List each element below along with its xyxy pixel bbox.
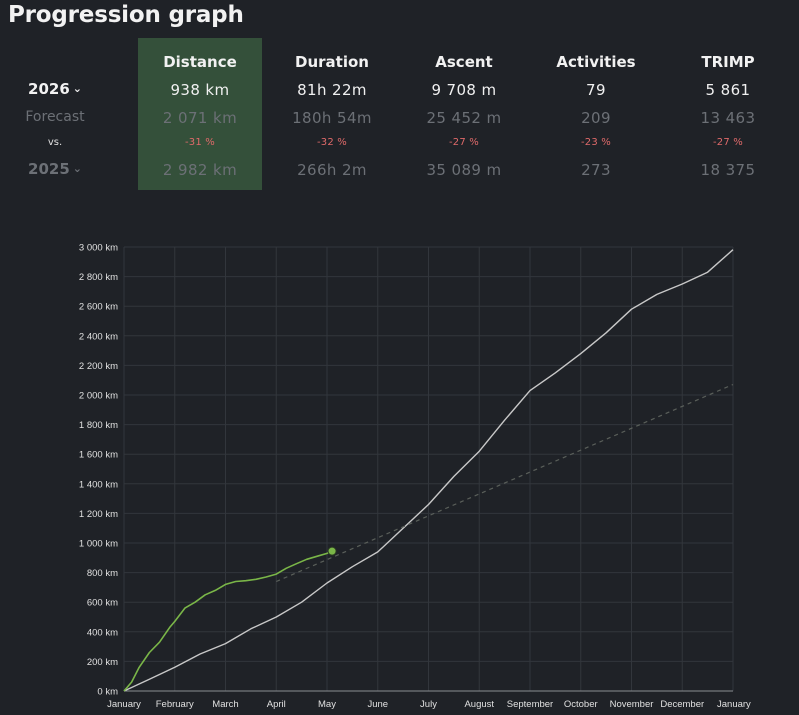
series-line-2026 [123,550,333,692]
forecast-label: Forecast [25,109,85,125]
y-tick-label: 400 km [87,627,118,638]
distance-change: -31 % [184,137,215,148]
selected-metric-highlight [138,38,262,190]
y-tick-label: 1 800 km [79,420,118,431]
column-header-distance[interactable]: Distance [163,53,237,71]
distance-previous: 2 982 km [162,161,238,179]
trimp-current: 5 861 [705,81,751,99]
y-tick-label: 1 400 km [79,479,118,490]
x-tick-label: May [318,699,336,710]
chart-series [123,249,734,692]
ascent-forecast: 25 452 m [426,109,502,127]
chevron-down-icon: ⌄ [72,162,82,175]
y-tick-label: 2 000 km [79,391,118,402]
activities-previous: 273 [581,161,611,179]
current-point-marker[interactable] [327,546,337,556]
trimp-previous: 18 375 [700,161,756,179]
x-tick-label: March [212,699,238,710]
y-axis: 0 km 200 km 400 km 600 km 800 km 1 000 km 1 20… [79,243,118,698]
page-title: Progression graph [8,2,244,28]
distance-current: 938 km [170,81,230,99]
y-tick-label: 0 km [97,687,118,698]
duration-change: -32 % [316,137,347,148]
x-tick-label: July [420,699,437,710]
x-tick-label: January [107,699,141,710]
series-line-2025 [123,249,734,692]
trimp-change: -27 % [712,137,743,148]
y-tick-label: 2 200 km [79,361,118,372]
y-tick-label: 1 000 km [79,539,118,550]
previous-year-selector[interactable]: 2025 ⌄ [0,160,110,178]
x-tick-label: August [464,699,494,710]
y-tick-label: 3 000 km [79,243,118,254]
trimp-forecast: 13 463 [700,109,756,127]
chevron-down-icon: ⌄ [72,82,82,95]
x-tick-label: February [156,699,194,710]
ascent-change: -27 % [448,137,479,148]
distance-forecast: 2 071 km [162,109,238,127]
duration-previous: 266h 2m [297,161,367,179]
ascent-current: 9 708 m [431,81,497,99]
activities-current: 79 [586,81,606,99]
chart-grid [123,246,734,692]
x-tick-label: January [717,699,751,710]
activities-change: -23 % [580,137,611,148]
column-header-activities[interactable]: Activities [556,53,636,71]
current-year-selector[interactable]: 2026 ⌄ [0,80,110,98]
x-tick-label: April [267,699,286,710]
y-tick-label: 1 200 km [79,509,118,520]
duration-forecast: 180h 54m [292,109,372,127]
y-tick-label: 200 km [87,657,118,668]
vs-label: vs. [47,137,63,148]
y-tick-label: 2 800 km [79,272,118,283]
activities-forecast: 209 [581,109,611,127]
series-line-forecast [276,383,734,583]
y-tick-label: 600 km [87,598,118,609]
x-tick-label: June [367,699,388,710]
column-header-trimp[interactable]: TRIMP [701,53,755,71]
ascent-previous: 35 089 m [426,161,502,179]
y-tick-label: 1 600 km [79,450,118,461]
y-tick-label: 2 400 km [79,331,118,342]
x-tick-label: November [610,699,654,710]
column-header-duration[interactable]: Duration [295,53,369,71]
x-tick-label: October [564,699,598,710]
previous-year-label: 2025 [28,160,70,178]
column-header-ascent[interactable]: Ascent [435,53,493,71]
duration-current: 81h 22m [297,81,367,99]
x-tick-label: September [507,699,553,710]
current-year-label: 2026 [28,80,70,98]
x-axis: January February March April May June July Augu… [107,690,751,710]
x-tick-label: December [660,699,704,710]
summary-table: 2026 ⌄ Forecast vs. 2025 ⌄ Distance 938 km… [0,38,799,190]
y-tick-label: 800 km [87,568,118,579]
y-tick-label: 2 600 km [79,302,118,313]
